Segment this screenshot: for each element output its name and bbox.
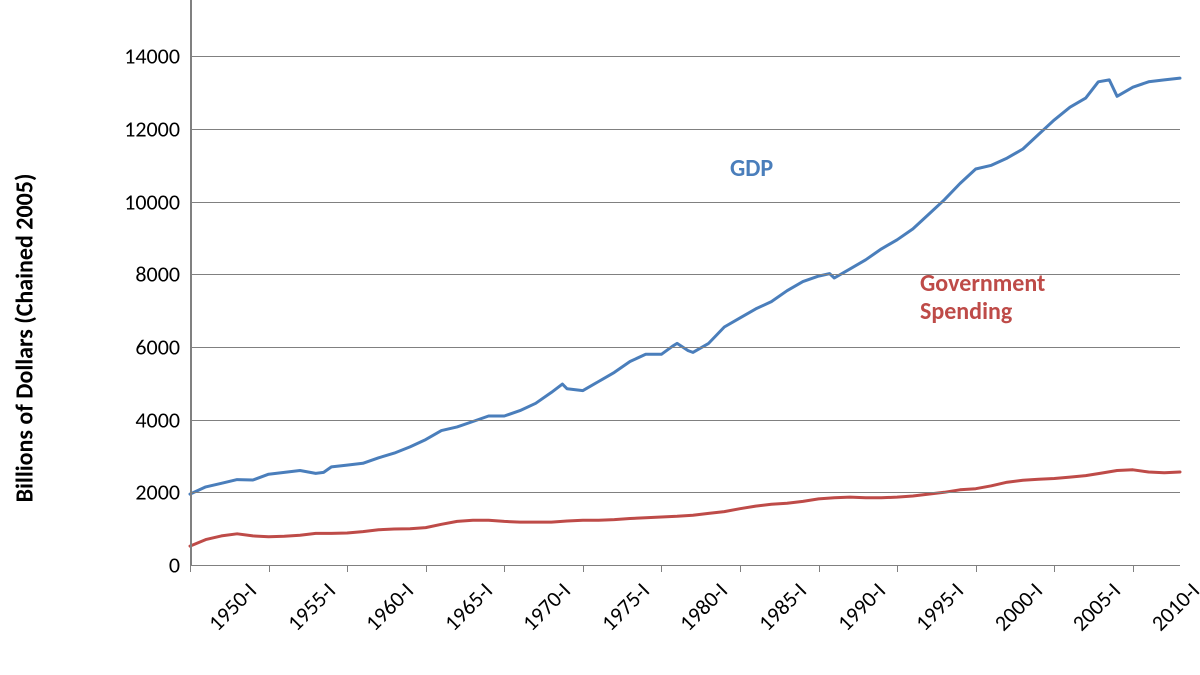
gridline-y bbox=[190, 420, 1180, 421]
gridline-y bbox=[190, 202, 1180, 203]
x-tick-mark bbox=[976, 565, 977, 572]
gridline-y bbox=[190, 347, 1180, 348]
gridline-y bbox=[190, 56, 1180, 57]
x-tick-mark bbox=[504, 565, 505, 572]
x-tick-mark bbox=[661, 565, 662, 572]
gdp-gov-spending-chart: Billions of Dollars (Chained 2005) GDP G… bbox=[0, 0, 1200, 675]
x-tick-label: 1990-I bbox=[831, 577, 890, 636]
x-tick-mark bbox=[583, 565, 584, 572]
gridline-y bbox=[190, 129, 1180, 130]
y-tick-label: 14000 bbox=[124, 43, 180, 70]
x-tick-label: 1975-I bbox=[596, 577, 655, 636]
series-label-gdp: GDP bbox=[730, 155, 773, 183]
series-label-gov-line2: Spending bbox=[920, 298, 1045, 326]
x-tick-label: 1980-I bbox=[674, 577, 733, 636]
x-tick-label: 1995-I bbox=[910, 577, 969, 636]
y-axis-title: Billions of Dollars (Chained 2005) bbox=[11, 158, 40, 518]
x-tick-label: 1985-I bbox=[753, 577, 812, 636]
x-tick-mark bbox=[190, 565, 191, 572]
x-tick-label: 1950-I bbox=[203, 577, 262, 636]
x-tick-mark bbox=[819, 565, 820, 572]
x-tick-label: 1970-I bbox=[517, 577, 576, 636]
series-label-gov-spending: GovernmentSpending bbox=[920, 270, 1045, 325]
y-tick-label: 4000 bbox=[135, 406, 180, 433]
y-tick-label: 12000 bbox=[124, 116, 180, 143]
y-tick-label: 8000 bbox=[135, 261, 180, 288]
x-tick-mark bbox=[347, 565, 348, 572]
x-tick-label: 1960-I bbox=[360, 577, 419, 636]
x-tick-mark bbox=[1133, 565, 1134, 572]
series-label-gov-line1: Government bbox=[920, 270, 1045, 298]
gridline-y bbox=[190, 565, 1180, 566]
x-tick-mark bbox=[740, 565, 741, 572]
y-tick-label: 10000 bbox=[124, 188, 180, 215]
x-tick-label: 1955-I bbox=[281, 577, 340, 636]
y-tick-label: 2000 bbox=[135, 479, 180, 506]
x-tick-label: 2005-I bbox=[1067, 577, 1126, 636]
x-tick-mark bbox=[269, 565, 270, 572]
gridline-y bbox=[190, 492, 1180, 493]
y-tick-label: 6000 bbox=[135, 334, 180, 361]
series-line-gov bbox=[190, 470, 1180, 546]
x-tick-mark bbox=[426, 565, 427, 572]
x-tick-label: 2010-I bbox=[1146, 577, 1200, 636]
x-tick-mark bbox=[897, 565, 898, 572]
x-tick-mark bbox=[1054, 565, 1055, 572]
y-axis-line bbox=[190, 0, 192, 565]
y-tick-label: 0 bbox=[169, 552, 180, 579]
x-tick-label: 1965-I bbox=[438, 577, 497, 636]
x-tick-label: 2000-I bbox=[988, 577, 1047, 636]
